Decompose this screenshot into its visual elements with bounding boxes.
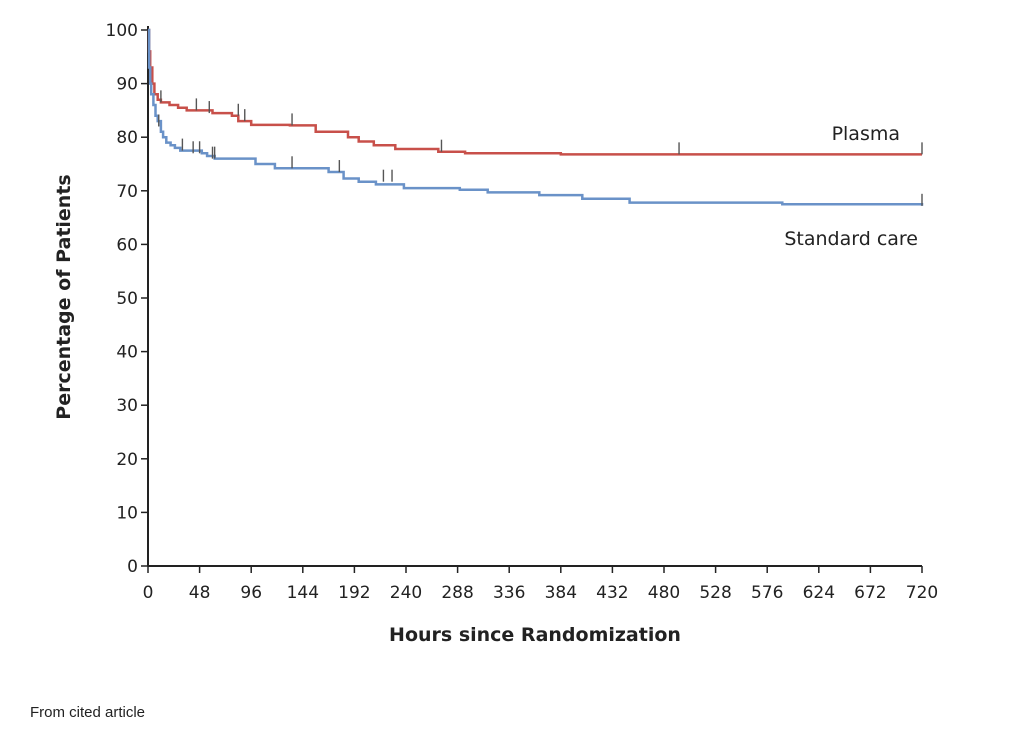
y-tick-label: 60 <box>116 235 138 255</box>
y-tick-label: 10 <box>116 503 138 523</box>
y-tick-label: 50 <box>116 289 138 309</box>
x-tick-label: 336 <box>493 583 525 603</box>
x-tick-label: 528 <box>699 583 731 603</box>
x-tick-label: 48 <box>189 583 211 603</box>
x-tick-label: 720 <box>906 583 938 603</box>
x-tick-label: 624 <box>803 583 835 603</box>
x-tick-label: 480 <box>648 583 680 603</box>
y-tick-label: 30 <box>116 396 138 416</box>
x-tick-label: 0 <box>143 583 154 603</box>
axes <box>147 26 922 567</box>
y-tick-label: 90 <box>116 75 138 95</box>
x-tick-label: 192 <box>338 583 370 603</box>
y-tick-label: 40 <box>116 343 138 363</box>
y-tick-label: 80 <box>116 128 138 148</box>
y-tick-label: 0 <box>127 557 138 577</box>
series-layer <box>147 28 924 206</box>
y-tick-label: 100 <box>106 21 138 41</box>
series-line-plasma <box>147 28 922 156</box>
x-axis-title: Hours since Randomization <box>389 624 681 646</box>
x-tick-label: 144 <box>287 583 319 603</box>
x-tick-label: 672 <box>854 583 886 603</box>
x-tick-label: 384 <box>545 583 577 603</box>
x-axis-ticks: 0 48 96 144 192 240 288 336 384 432 480 528 576 624 67… <box>143 566 938 603</box>
y-tick-label: 20 <box>116 450 138 470</box>
x-tick-label: 432 <box>596 583 628 603</box>
x-tick-label: 288 <box>441 583 473 603</box>
series-label-standard-care: Standard care <box>784 228 918 250</box>
y-tick-label: 70 <box>116 182 138 202</box>
x-tick-label: 576 <box>751 583 783 603</box>
series-label-plasma: Plasma <box>832 123 900 145</box>
series-line-standard-care <box>147 28 924 206</box>
y-axis-ticks: 0 10 20 30 40 50 60 70 80 90 100 <box>106 21 148 577</box>
x-tick-label: 96 <box>240 583 262 603</box>
figure-caption: From cited article <box>30 704 146 721</box>
y-axis-title: Percentage of Patients <box>53 174 75 419</box>
x-tick-label: 240 <box>390 583 422 603</box>
